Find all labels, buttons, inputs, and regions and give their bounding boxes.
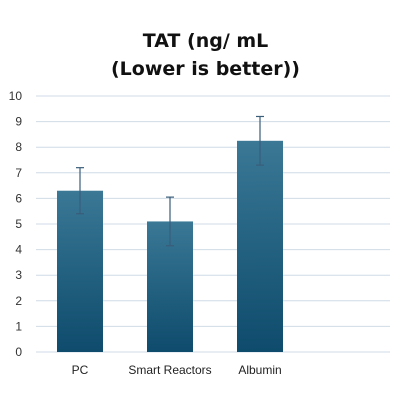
y-tick-label: 9: [15, 115, 22, 129]
y-tick-label: 7: [15, 166, 22, 180]
bar: [57, 190, 103, 352]
chart-title-line-2: (Lower is better)): [111, 58, 300, 80]
y-tick-label: 0: [15, 345, 22, 359]
x-tick-label: Albumin: [238, 363, 281, 377]
chart-title-line-1: TAT (ng/ mL: [142, 30, 269, 52]
y-tick-label: 2: [15, 294, 22, 308]
y-tick-label: 8: [15, 140, 22, 154]
bar: [237, 140, 283, 352]
x-tick-label: PC: [72, 363, 89, 377]
y-tick-label: 1: [15, 319, 22, 333]
y-tick-label: 3: [15, 268, 22, 282]
y-tick-label: 6: [15, 191, 22, 205]
y-tick-label: 4: [15, 243, 22, 257]
x-tick-label: Smart Reactors: [128, 363, 211, 377]
y-tick-label: 10: [9, 89, 23, 103]
y-tick-label: 5: [15, 217, 22, 231]
